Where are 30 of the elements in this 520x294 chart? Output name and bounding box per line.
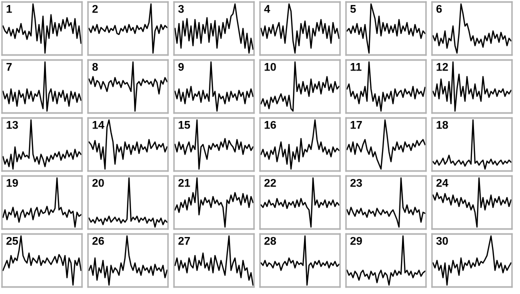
chart-title: 14 bbox=[92, 121, 104, 129]
chart-title: 28 bbox=[264, 236, 276, 245]
chart-title: 19 bbox=[6, 178, 18, 187]
chart-title: 7 bbox=[6, 63, 12, 71]
chart-title: 13 bbox=[6, 120, 18, 129]
chart-title: 1 bbox=[6, 5, 12, 13]
chart-title: 29 bbox=[350, 236, 362, 245]
chart-title: 25 bbox=[6, 236, 18, 245]
chart-title: 4 bbox=[264, 5, 270, 13]
chart-title: 21 bbox=[178, 178, 190, 187]
chart-title: 6 bbox=[436, 4, 442, 13]
chart-title: 24 bbox=[436, 178, 448, 187]
chart-title: 12 bbox=[436, 62, 448, 71]
chart-title: 27 bbox=[178, 236, 190, 245]
chart-title: 5 bbox=[350, 5, 356, 13]
chart-title: 15 bbox=[178, 121, 190, 129]
chart-title: 10 bbox=[264, 62, 276, 71]
chart-title: 22 bbox=[264, 178, 276, 187]
chart-title: 23 bbox=[350, 178, 362, 187]
chart-title: 20 bbox=[92, 178, 104, 187]
chart-title: 18 bbox=[436, 120, 448, 129]
chart-title: 17 bbox=[350, 121, 362, 129]
chart-title: 3 bbox=[178, 4, 184, 13]
chart-title: 2 bbox=[92, 4, 98, 13]
chart-title: 16 bbox=[264, 120, 276, 129]
chart-title: 11 bbox=[350, 63, 362, 71]
chart-title: 8 bbox=[92, 62, 98, 71]
chart-title: 26 bbox=[92, 236, 104, 245]
chart-title: 9 bbox=[178, 62, 184, 71]
chart-title: 30 bbox=[436, 236, 448, 245]
